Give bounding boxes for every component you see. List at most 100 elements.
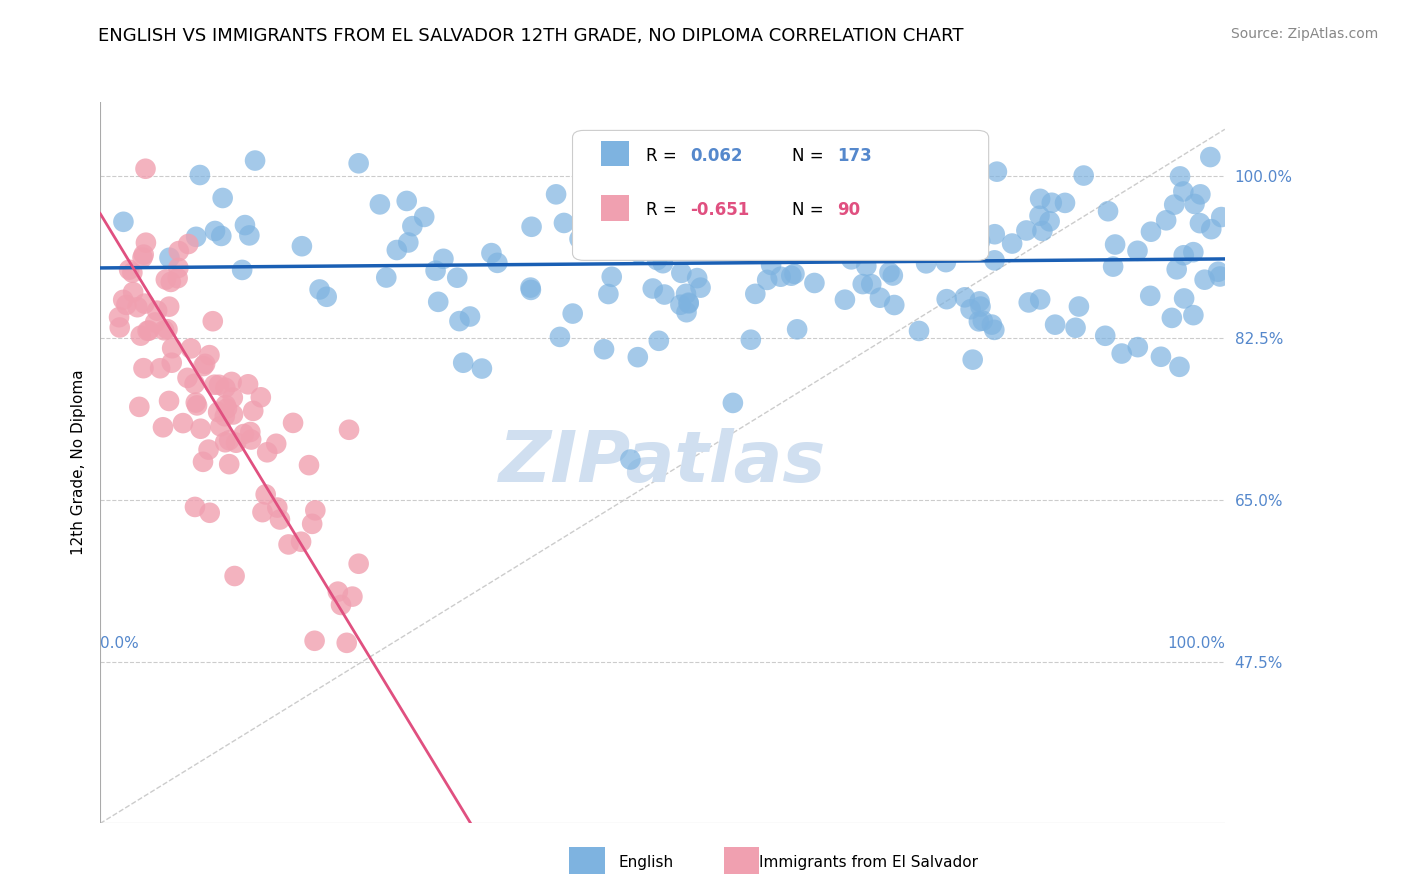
- Immigrants from El Salvador: [190, 422, 212, 436]
- Immigrants from El Salvador: [209, 419, 232, 434]
- Immigrants from El Salvador: [337, 423, 360, 437]
- English: [548, 330, 571, 344]
- English: [879, 265, 901, 279]
- Immigrants from El Salvador: [160, 341, 183, 355]
- Immigrants from El Salvador: [138, 324, 160, 338]
- English: [1209, 269, 1232, 284]
- Immigrants from El Salvador: [290, 534, 312, 549]
- English: [233, 218, 256, 232]
- Text: R =: R =: [645, 201, 682, 219]
- English: [678, 295, 700, 310]
- English: [519, 280, 541, 294]
- English: [1015, 223, 1038, 237]
- Immigrants from El Salvador: [266, 500, 288, 515]
- English: [184, 230, 207, 244]
- English: [619, 452, 641, 467]
- Immigrants from El Salvador: [152, 420, 174, 434]
- English: [942, 204, 965, 219]
- English: [401, 219, 423, 234]
- Immigrants from El Salvador: [239, 425, 262, 439]
- Immigrants from El Salvador: [176, 371, 198, 385]
- English: [915, 236, 938, 251]
- English: [756, 273, 779, 287]
- Text: R =: R =: [645, 146, 682, 165]
- English: [1018, 295, 1040, 310]
- English: [446, 270, 468, 285]
- English: [983, 227, 1005, 242]
- Immigrants from El Salvador: [160, 356, 183, 370]
- English: [1211, 210, 1233, 224]
- English: [768, 217, 790, 231]
- English: [651, 256, 673, 270]
- English: [1168, 359, 1191, 374]
- English: [671, 266, 693, 280]
- English: [449, 314, 471, 328]
- Immigrants from El Salvador: [269, 512, 291, 526]
- English: [740, 333, 762, 347]
- Immigrants from El Salvador: [122, 285, 145, 299]
- English: [866, 230, 889, 244]
- English: [1094, 328, 1116, 343]
- Y-axis label: 12th Grade, No Diploma: 12th Grade, No Diploma: [72, 369, 86, 556]
- Immigrants from El Salvador: [254, 487, 277, 501]
- English: [308, 283, 330, 297]
- English: [1140, 225, 1163, 239]
- English: [1154, 213, 1177, 227]
- Immigrants from El Salvador: [108, 310, 131, 325]
- English: [1206, 265, 1229, 279]
- English: [1182, 245, 1205, 260]
- English: [983, 253, 1005, 268]
- English: [1104, 237, 1126, 252]
- English: [969, 294, 991, 309]
- English: [593, 343, 616, 357]
- English: [986, 164, 1008, 178]
- English: [907, 218, 929, 232]
- Immigrants from El Salvador: [155, 272, 177, 286]
- Immigrants from El Salvador: [121, 266, 143, 280]
- English: [553, 216, 575, 230]
- English: [385, 243, 408, 257]
- Immigrants from El Salvador: [156, 322, 179, 336]
- Immigrants from El Salvador: [336, 636, 359, 650]
- Immigrants from El Salvador: [207, 405, 229, 419]
- Immigrants from El Salvador: [214, 409, 236, 424]
- English: [315, 290, 337, 304]
- Immigrants from El Salvador: [193, 359, 215, 373]
- English: [803, 276, 825, 290]
- English: [882, 268, 904, 283]
- English: [347, 156, 370, 170]
- English: [1150, 350, 1173, 364]
- Immigrants from El Salvador: [242, 404, 264, 418]
- Text: ENGLISH VS IMMIGRANTS FROM EL SALVADOR 12TH GRADE, NO DIPLOMA CORRELATION CHART: ENGLISH VS IMMIGRANTS FROM EL SALVADOR 1…: [98, 27, 965, 45]
- English: [627, 232, 650, 246]
- Text: English: English: [619, 855, 673, 870]
- English: [983, 323, 1005, 337]
- Immigrants from El Salvador: [250, 390, 273, 404]
- Immigrants from El Salvador: [301, 516, 323, 531]
- English: [598, 287, 620, 301]
- English: [627, 245, 650, 260]
- Immigrants from El Salvador: [177, 237, 200, 252]
- English: [481, 246, 503, 260]
- English: [728, 235, 751, 250]
- English: [741, 240, 763, 254]
- Immigrants from El Salvador: [194, 357, 217, 371]
- Text: -0.651: -0.651: [690, 201, 749, 219]
- English: [654, 287, 676, 301]
- English: [702, 235, 724, 249]
- English: [1201, 222, 1223, 236]
- Text: Immigrants from El Salvador: Immigrants from El Salvador: [759, 855, 979, 870]
- Immigrants from El Salvador: [215, 401, 238, 416]
- Immigrants from El Salvador: [208, 377, 231, 392]
- Immigrants from El Salvador: [214, 435, 236, 450]
- Immigrants from El Salvador: [236, 377, 259, 392]
- English: [1043, 318, 1066, 332]
- English: [675, 305, 697, 319]
- English: [1194, 273, 1216, 287]
- English: [883, 298, 905, 312]
- English: [669, 298, 692, 312]
- English: [520, 283, 543, 297]
- Text: 0.062: 0.062: [690, 146, 744, 165]
- Immigrants from El Salvador: [342, 590, 364, 604]
- English: [451, 356, 474, 370]
